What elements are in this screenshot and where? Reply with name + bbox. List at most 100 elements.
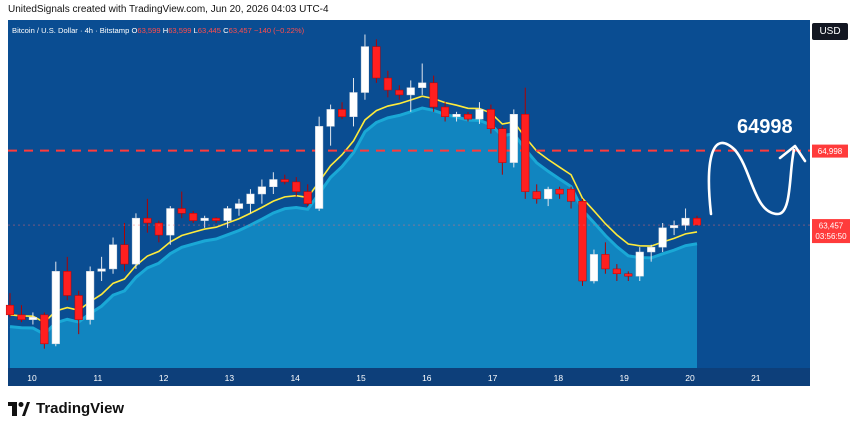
y-tick-label: 66,200	[816, 89, 841, 98]
legend-part: H	[161, 26, 169, 35]
candle	[40, 312, 49, 349]
y-tick-label: 61,800	[816, 301, 841, 310]
chart-legend: Bitcoin / U.S. Dollar · 4h · Bitstamp O6…	[12, 26, 305, 35]
y-tick-label: 60,900	[816, 345, 841, 354]
bull-candle-body	[544, 188, 553, 200]
candle	[280, 174, 289, 185]
bear-candle-body	[383, 77, 392, 91]
x-tick-label: 15	[356, 373, 366, 383]
candle	[544, 186, 553, 207]
candle	[246, 189, 255, 214]
candle	[97, 256, 106, 281]
candlestick-chart[interactable]: 64998 66,200 65,400 64,600 64,100 63,600 63,00…	[0, 0, 860, 400]
candle	[612, 264, 621, 281]
candle	[200, 215, 209, 228]
x-tick-label: 18	[554, 373, 564, 383]
bear-candle-body	[486, 109, 495, 129]
target-price-tag-text: 64,998	[818, 147, 843, 156]
bull-candle-body	[131, 217, 140, 265]
candle	[406, 80, 415, 112]
countdown-tag-text: 03:56:50	[815, 232, 847, 241]
candle	[51, 261, 60, 347]
candle	[349, 78, 358, 127]
bull-candle-body	[234, 203, 244, 209]
bear-candle-body	[692, 217, 702, 226]
candle	[475, 102, 484, 124]
legend-part: 63,457	[229, 26, 252, 35]
legend-part: O	[129, 26, 137, 35]
bear-candle-body	[189, 213, 198, 221]
legend-part: −140 (−0.22%)	[252, 26, 305, 35]
bear-candle-body	[429, 82, 438, 108]
x-tick-label: 11	[93, 373, 102, 383]
x-tick-label: 21	[751, 373, 761, 383]
candle	[452, 111, 461, 122]
candle	[74, 290, 83, 335]
bear-candle-body	[63, 271, 72, 296]
bull-candle-body	[670, 225, 679, 229]
candle	[154, 220, 163, 243]
candle	[177, 191, 186, 219]
candle	[601, 242, 610, 274]
bull-candle-body	[223, 208, 232, 221]
bull-candle-body	[315, 126, 324, 209]
y-tick-label: 63,000	[816, 243, 841, 252]
candle	[578, 198, 587, 286]
candle	[257, 179, 266, 204]
bull-candle-body	[589, 254, 599, 282]
candle	[120, 223, 129, 272]
bull-candle-body	[269, 179, 278, 187]
bear-candle-body	[177, 208, 186, 214]
bear-candle-body	[372, 46, 381, 79]
bear-candle-body	[612, 268, 621, 274]
currency-button[interactable]: USD	[812, 23, 848, 40]
x-tick-label: 19	[619, 373, 629, 383]
bear-candle-body	[303, 191, 312, 204]
candle	[326, 104, 335, 146]
bull-candle-body	[475, 109, 484, 120]
candle	[624, 271, 633, 281]
bull-candle-body	[28, 317, 37, 320]
candle	[692, 215, 702, 226]
candle	[234, 198, 244, 216]
legend-part: C	[221, 26, 229, 35]
bear-candle-body	[17, 314, 26, 320]
bear-candle-body	[498, 128, 507, 163]
target-price-tag	[812, 144, 848, 158]
candle	[223, 206, 232, 228]
bear-candle-body	[120, 244, 129, 265]
bull-candle-body	[418, 82, 427, 88]
candle	[315, 116, 324, 211]
candle	[521, 87, 530, 199]
projection-arrowhead	[778, 144, 807, 163]
bear-candle-body	[280, 179, 289, 183]
bear-candle-body	[555, 188, 564, 195]
candle	[372, 39, 381, 83]
bear-candle-body	[154, 222, 163, 236]
x-tick-label: 17	[488, 373, 498, 383]
legend-part: 63,599	[137, 26, 160, 35]
candle	[17, 305, 26, 323]
legend-part: 63,599	[168, 26, 191, 35]
y-tick-label: 62,400	[816, 272, 841, 281]
bull-candle-body	[51, 271, 60, 345]
target-label: 64998	[737, 116, 793, 138]
bear-candle-body	[532, 191, 541, 200]
bull-candle-body	[200, 217, 209, 221]
bull-candle-body	[257, 186, 266, 195]
bull-candle-body	[681, 217, 690, 226]
candle	[486, 104, 495, 134]
y-tick-label: 61,300	[816, 325, 841, 334]
bear-candle-body	[441, 106, 450, 117]
candle	[589, 249, 599, 284]
candle	[532, 184, 541, 204]
time-axis-band	[8, 368, 810, 386]
tradingview-logo-icon	[8, 401, 30, 416]
candle	[635, 247, 644, 281]
candle	[360, 34, 369, 100]
bear-candle-body	[292, 181, 301, 192]
candle	[498, 126, 507, 175]
candle	[338, 102, 347, 120]
bull-candle-body	[647, 246, 656, 253]
candle	[463, 111, 473, 122]
